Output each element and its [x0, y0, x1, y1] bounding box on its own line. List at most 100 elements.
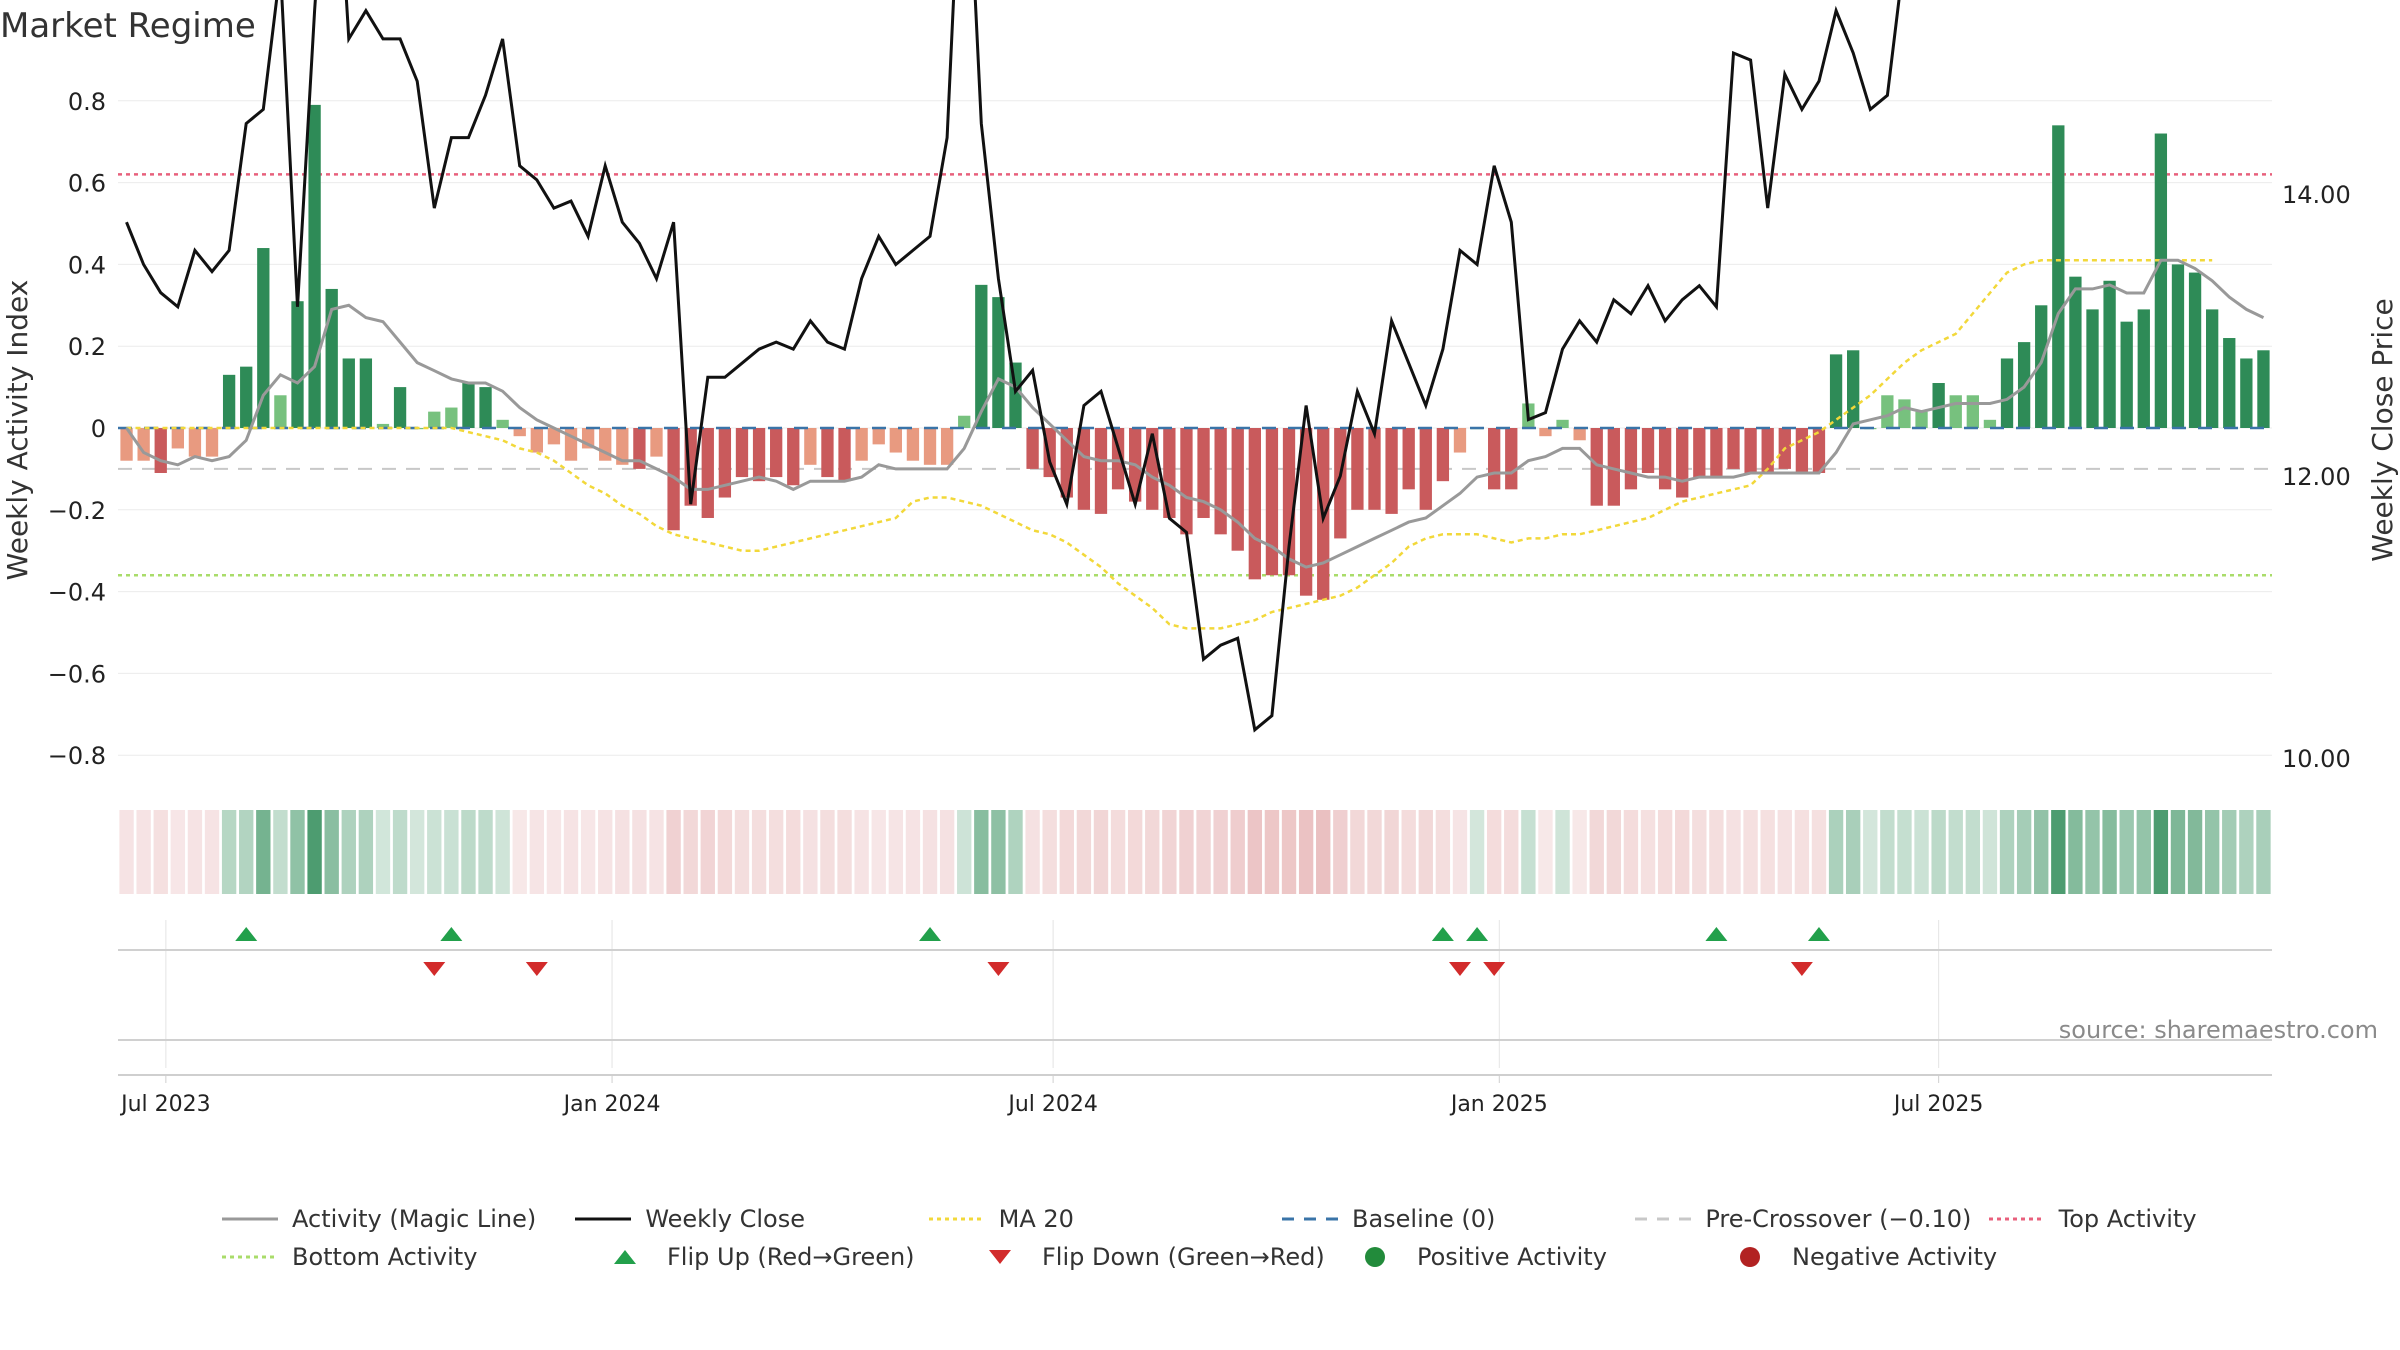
regime-strip-cell: [1384, 810, 1399, 894]
regime-strip-cell: [1247, 810, 1263, 894]
y2-axis-title: Weekly Close Price: [2366, 298, 2399, 561]
activity-bar: [701, 428, 714, 518]
regime-strip-cell: [957, 810, 972, 894]
activity-bar: [1402, 428, 1415, 490]
legend-item: Baseline (0): [1280, 1205, 1633, 1233]
regime-strip-cell: [888, 810, 904, 894]
regime-strip-cell: [324, 810, 339, 894]
regime-strip-cell: [409, 810, 425, 894]
regime-strip-cell: [632, 810, 647, 894]
activity-bar: [1898, 399, 1911, 428]
flip-down-marker: [423, 962, 446, 976]
regime-strip-cell: [2016, 810, 2032, 894]
activity-bar: [1761, 428, 1774, 473]
activity-bar: [1949, 395, 1962, 428]
regime-strip-cell: [2256, 810, 2271, 894]
regime-strip-cell: [717, 810, 733, 894]
flip-down-marker: [1483, 962, 1506, 976]
activity-bar: [2206, 309, 2219, 428]
regime-strip-cell: [1640, 810, 1656, 894]
regime-strip-cell: [204, 810, 220, 894]
regime-strip-cell: [358, 810, 374, 894]
y-tick-label: −0.4: [48, 579, 106, 607]
regime-strip-cell: [1367, 810, 1382, 894]
regime-strip-cell: [1726, 810, 1741, 894]
activity-bar: [428, 411, 441, 428]
legend-swatch: [222, 1255, 278, 1259]
flip-up-marker: [1431, 927, 1454, 941]
regime-strip-cell: [666, 810, 681, 894]
activity-bar: [735, 428, 749, 478]
activity-bar: [479, 387, 492, 428]
activity-bar: [496, 419, 509, 428]
x-tick-label: Jan 2024: [562, 1092, 661, 1117]
regime-strip-cell: [2222, 810, 2237, 894]
legend-item: Weekly Close: [573, 1205, 926, 1233]
x-tick-label: Jul 2023: [119, 1092, 211, 1117]
legend-row: Bottom Activity Flip Up (Red→Green) Flip D…: [220, 1238, 2340, 1276]
regime-strip-cell: [307, 810, 322, 894]
legend-item: Positive Activity: [1345, 1243, 1720, 1271]
weekly-close-line: [125, 0, 1901, 733]
activity-bar: [1163, 428, 1176, 518]
regime-strip-cell: [375, 810, 391, 894]
y-tick-label: −0.2: [48, 497, 106, 525]
activity-bar: [1094, 428, 1108, 514]
activity-bar: [120, 428, 133, 461]
activity-bar: [274, 395, 287, 428]
regime-strip-cell: [1504, 810, 1519, 894]
y-axis-title: Weekly Activity Index: [1, 280, 34, 581]
regime-strip-cell: [1435, 810, 1451, 894]
regime-strip-cell: [1709, 810, 1724, 894]
regime-strip-cell: [991, 810, 1006, 894]
activity-bar: [787, 428, 800, 486]
activity-bar: [462, 383, 475, 428]
regime-strip-cell: [1145, 810, 1160, 894]
activity-bar: [154, 428, 167, 473]
regime-strip-cell: [1572, 810, 1587, 894]
activity-bar: [1197, 428, 1210, 518]
activity-bar: [393, 387, 407, 428]
legend-swatch: [614, 1250, 636, 1264]
x-tick-label: Jul 2025: [1892, 1092, 1984, 1117]
regime-strip-cell: [1025, 810, 1040, 894]
y-tick-label: 0.8: [68, 88, 106, 116]
activity-bar: [1351, 428, 1364, 510]
activity-bar: [240, 366, 253, 428]
activity-bar: [342, 358, 355, 428]
activity-bar: [1847, 350, 1860, 428]
regime-strip-cell: [615, 810, 630, 894]
legend-swatch: [928, 1217, 985, 1221]
activity-bar: [1556, 419, 1569, 428]
activity-bar: [1573, 428, 1586, 441]
legend-item: Negative Activity: [1720, 1243, 2095, 1271]
activity-bar: [308, 104, 321, 428]
regime-strip-cell: [1196, 810, 1211, 894]
activity-bar: [1693, 428, 1706, 478]
regime-strip-cell: [187, 810, 203, 894]
regime-strip-cell: [563, 810, 579, 894]
regime-strip-cell: [1777, 810, 1792, 894]
flip-up-marker: [1466, 927, 1489, 941]
regime-strip-cell: [974, 810, 989, 894]
magic-line: [125, 258, 2265, 569]
legend-swatch: [575, 1217, 632, 1221]
legend-swatch: [1365, 1247, 1385, 1267]
activity-bar: [1385, 428, 1398, 514]
activity-bar: [1368, 428, 1381, 510]
activity-bar: [992, 297, 1005, 428]
regime-strip-cell: [1162, 810, 1177, 894]
flip-down-marker: [1448, 962, 1471, 976]
regime-strip-cell: [922, 810, 938, 894]
regime-strip-cell: [1127, 810, 1143, 894]
legend-label: Flip Up (Red→Green): [667, 1243, 915, 1271]
activity-bar: [2223, 338, 2236, 428]
activity-bar: [530, 428, 543, 453]
regime-strip-cell: [1110, 810, 1126, 894]
regime-strip-cell: [341, 810, 356, 894]
activity-bar: [718, 428, 732, 498]
activity-bar: [1026, 428, 1039, 469]
regime-strip-cell: [803, 810, 818, 894]
regime-strip-cell: [221, 810, 237, 894]
regime-strip-cell: [871, 810, 886, 894]
